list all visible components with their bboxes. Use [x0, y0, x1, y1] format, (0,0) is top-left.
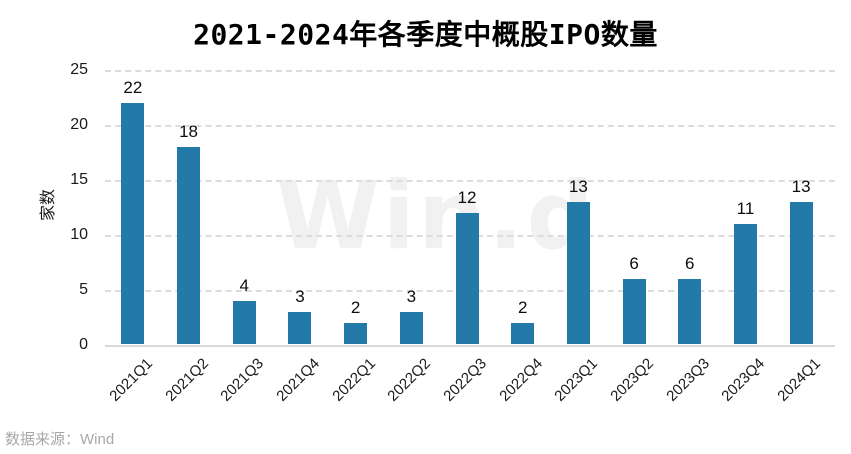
x-tick-label-2022Q3: 2022Q3: [440, 355, 491, 405]
bar-2023Q2: [622, 279, 646, 344]
x-tick-label-2021Q2: 2021Q2: [161, 355, 212, 405]
bar-value-2021Q2: 18: [179, 122, 198, 141]
chart-title: 2021-2024年各季度中概股IPO数量: [193, 18, 658, 51]
x-tick-label-2024Q1: 2024Q1: [774, 355, 825, 405]
y-tick-label-0: 0: [79, 336, 88, 353]
x-tick-label-2023Q4: 2023Q4: [718, 355, 769, 405]
bar-value-2022Q2: 3: [406, 287, 417, 306]
bar-2022Q2: [399, 312, 423, 344]
bar-2022Q4: [511, 323, 535, 344]
bar-2022Q3: [455, 213, 479, 344]
bar-2021Q2: [177, 147, 201, 344]
x-tick-label-2022Q4: 2022Q4: [495, 355, 546, 405]
x-tick-label-2022Q2: 2022Q2: [384, 355, 435, 405]
bar-value-2023Q2: 6: [629, 254, 639, 273]
gridline-y25: [105, 70, 835, 72]
bar-2021Q1: [121, 103, 145, 344]
bar-value-2024Q1: 13: [791, 177, 811, 196]
bar-2021Q4: [288, 312, 312, 344]
bar-2022Q1: [344, 323, 368, 344]
x-tick-label-2023Q2: 2023Q2: [607, 355, 658, 405]
y-tick-label-25: 25: [70, 61, 88, 78]
y-axis-label: 家数: [40, 188, 57, 222]
bar-value-2022Q1: 2: [350, 298, 361, 317]
gridline-y15: [105, 180, 835, 182]
x-tick-label-2021Q4: 2021Q4: [273, 355, 323, 405]
bar-value-2023Q4: 11: [736, 199, 755, 218]
y-tick-label-15: 15: [70, 171, 88, 188]
bar-value-2023Q3: 6: [685, 254, 695, 273]
bar-value-2022Q3: 12: [457, 188, 477, 207]
bar-2023Q1: [566, 202, 590, 344]
y-tick-label-5: 5: [79, 281, 88, 298]
bar-value-2021Q3: 4: [239, 276, 249, 295]
bar-2023Q3: [678, 279, 702, 344]
bar-value-2022Q4: 2: [517, 298, 528, 317]
bar-value-2021Q4: 3: [295, 287, 305, 306]
x-tick-label-2023Q3: 2023Q3: [663, 355, 713, 405]
bar-2024Q1: [789, 202, 813, 344]
x-tick-label-2021Q1: 2021Q1: [106, 355, 156, 405]
bar-value-2023Q1: 13: [568, 177, 588, 196]
y-tick-label-10: 10: [70, 226, 88, 243]
x-tick-label-2022Q1: 2022Q1: [328, 355, 379, 405]
wind-watermark: Win.d: [276, 162, 597, 271]
source-note: 数据来源：Wind: [5, 431, 115, 448]
bar-value-2021Q1: 22: [123, 78, 143, 97]
bar-2021Q3: [232, 301, 256, 344]
x-axis-line: [105, 345, 835, 347]
y-tick-label-20: 20: [70, 116, 88, 133]
x-tick-label-2021Q3: 2021Q3: [217, 355, 268, 405]
gridline-y20: [105, 125, 835, 127]
bar-2023Q4: [733, 224, 757, 344]
x-tick-label-2023Q1: 2023Q1: [551, 355, 602, 405]
